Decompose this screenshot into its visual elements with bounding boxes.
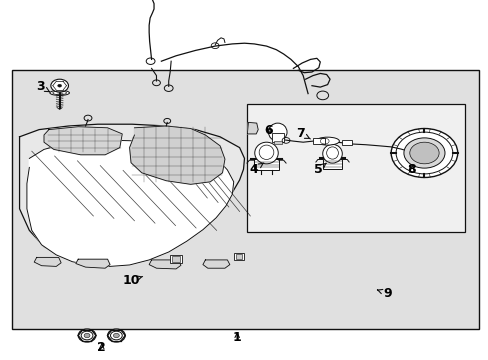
- Bar: [246, 104, 464, 232]
- Text: 9: 9: [377, 287, 391, 300]
- Bar: [172, 256, 180, 262]
- Polygon shape: [149, 260, 181, 269]
- Text: 1: 1: [232, 331, 241, 344]
- Text: 10: 10: [122, 274, 142, 287]
- Ellipse shape: [322, 144, 342, 163]
- Text: 4: 4: [249, 163, 263, 176]
- Polygon shape: [27, 140, 233, 266]
- Bar: [170, 255, 182, 263]
- Text: 3: 3: [36, 80, 50, 93]
- Circle shape: [403, 138, 444, 168]
- Bar: [273, 141, 281, 144]
- Polygon shape: [44, 127, 122, 155]
- Bar: [233, 253, 243, 260]
- Text: 5: 5: [314, 163, 325, 176]
- Polygon shape: [20, 124, 244, 264]
- Polygon shape: [247, 122, 258, 134]
- Text: 2: 2: [97, 341, 106, 354]
- Bar: [271, 133, 283, 142]
- Text: 8: 8: [407, 163, 415, 176]
- Polygon shape: [203, 260, 229, 268]
- Polygon shape: [76, 259, 110, 268]
- Circle shape: [390, 129, 457, 177]
- Polygon shape: [34, 257, 61, 266]
- Circle shape: [84, 333, 90, 338]
- Ellipse shape: [50, 90, 69, 95]
- Circle shape: [107, 329, 125, 342]
- Circle shape: [58, 84, 61, 87]
- Bar: [12, 70, 478, 329]
- Circle shape: [113, 333, 119, 338]
- Text: 7: 7: [296, 127, 310, 140]
- Ellipse shape: [268, 123, 286, 141]
- Circle shape: [51, 79, 68, 92]
- Circle shape: [78, 329, 96, 342]
- Bar: [235, 254, 242, 259]
- Bar: [312, 138, 324, 144]
- Ellipse shape: [254, 142, 278, 164]
- Polygon shape: [129, 126, 224, 184]
- Bar: [254, 159, 278, 170]
- Circle shape: [409, 142, 438, 164]
- Bar: [342, 140, 351, 145]
- Ellipse shape: [315, 137, 339, 145]
- Text: 6: 6: [264, 124, 273, 137]
- Bar: [322, 159, 342, 169]
